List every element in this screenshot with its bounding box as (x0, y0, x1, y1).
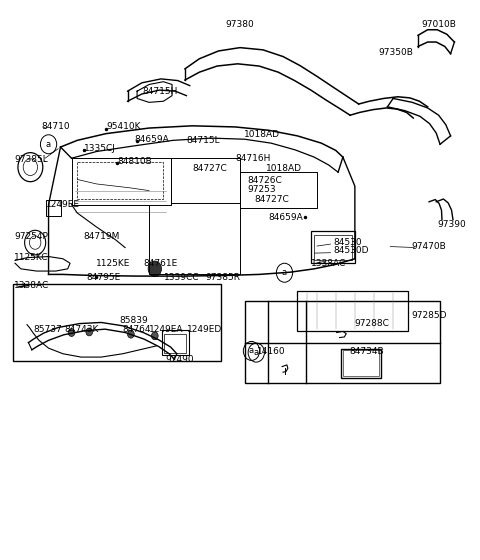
Text: 84716H: 84716H (235, 154, 271, 163)
Text: 97285D: 97285D (411, 311, 447, 320)
Text: 97385L: 97385L (14, 155, 48, 165)
Bar (245, 301, 440, 384)
Bar (12, 284, 221, 361)
Text: 1339CC: 1339CC (164, 273, 200, 282)
Bar (343, 351, 379, 376)
Text: 14160: 14160 (257, 347, 286, 356)
Bar (340, 349, 381, 378)
Text: 84710: 84710 (41, 122, 70, 131)
Text: 1335CJ: 1335CJ (84, 144, 116, 153)
Text: 84810B: 84810B (117, 156, 152, 166)
Text: 84715L: 84715L (186, 136, 220, 145)
Text: 84530D: 84530D (333, 246, 369, 255)
Text: 1018AD: 1018AD (266, 164, 302, 173)
Text: 1125KE: 1125KE (96, 259, 131, 268)
Circle shape (128, 330, 134, 338)
Text: 1018AD: 1018AD (244, 130, 280, 139)
Text: 97385R: 97385R (205, 273, 240, 282)
Text: 84727C: 84727C (192, 164, 227, 173)
Text: 84659A: 84659A (135, 135, 169, 144)
Text: 97288C: 97288C (355, 319, 390, 328)
Bar (311, 231, 355, 263)
Circle shape (148, 261, 161, 277)
Bar (314, 235, 351, 260)
Bar (164, 334, 186, 353)
Bar (298, 291, 408, 332)
Text: 97350B: 97350B (379, 48, 414, 57)
Text: a: a (249, 347, 254, 356)
Text: 84715H: 84715H (142, 87, 177, 96)
Text: 1125KC: 1125KC (14, 253, 48, 262)
Circle shape (152, 332, 158, 340)
Text: a: a (254, 348, 259, 357)
Text: 84761E: 84761E (144, 259, 178, 268)
Text: 95410K: 95410K (106, 122, 141, 131)
Text: 84743K: 84743K (64, 325, 99, 334)
Text: 97470B: 97470B (411, 242, 446, 251)
Text: a: a (46, 140, 51, 149)
Text: 84530: 84530 (333, 237, 362, 246)
Text: 1249EA: 1249EA (149, 325, 183, 334)
Text: 1249EE: 1249EE (46, 200, 80, 209)
Circle shape (68, 329, 75, 337)
Text: 97380: 97380 (226, 20, 254, 29)
Text: 97010B: 97010B (422, 20, 457, 29)
Bar (46, 200, 61, 216)
Text: 84795E: 84795E (87, 273, 121, 282)
Text: 84659A: 84659A (269, 213, 303, 222)
Circle shape (86, 328, 93, 336)
Text: 1338AC: 1338AC (311, 259, 346, 268)
Text: 97254P: 97254P (14, 232, 48, 241)
Text: 84727C: 84727C (254, 194, 289, 203)
Text: 1249ED: 1249ED (187, 325, 223, 334)
Text: 84734B: 84734B (349, 347, 384, 356)
Text: 85737: 85737 (33, 325, 62, 334)
Text: 97490: 97490 (166, 356, 194, 365)
Text: 84764: 84764 (123, 325, 151, 334)
Text: 84719M: 84719M (84, 232, 120, 241)
Text: 97390: 97390 (437, 220, 466, 228)
Text: 97253: 97253 (247, 185, 276, 194)
Text: a: a (282, 268, 287, 277)
Text: 84726C: 84726C (247, 176, 282, 185)
Text: 1338AC: 1338AC (14, 281, 49, 290)
Text: 85839: 85839 (120, 316, 148, 325)
Bar (161, 330, 189, 356)
